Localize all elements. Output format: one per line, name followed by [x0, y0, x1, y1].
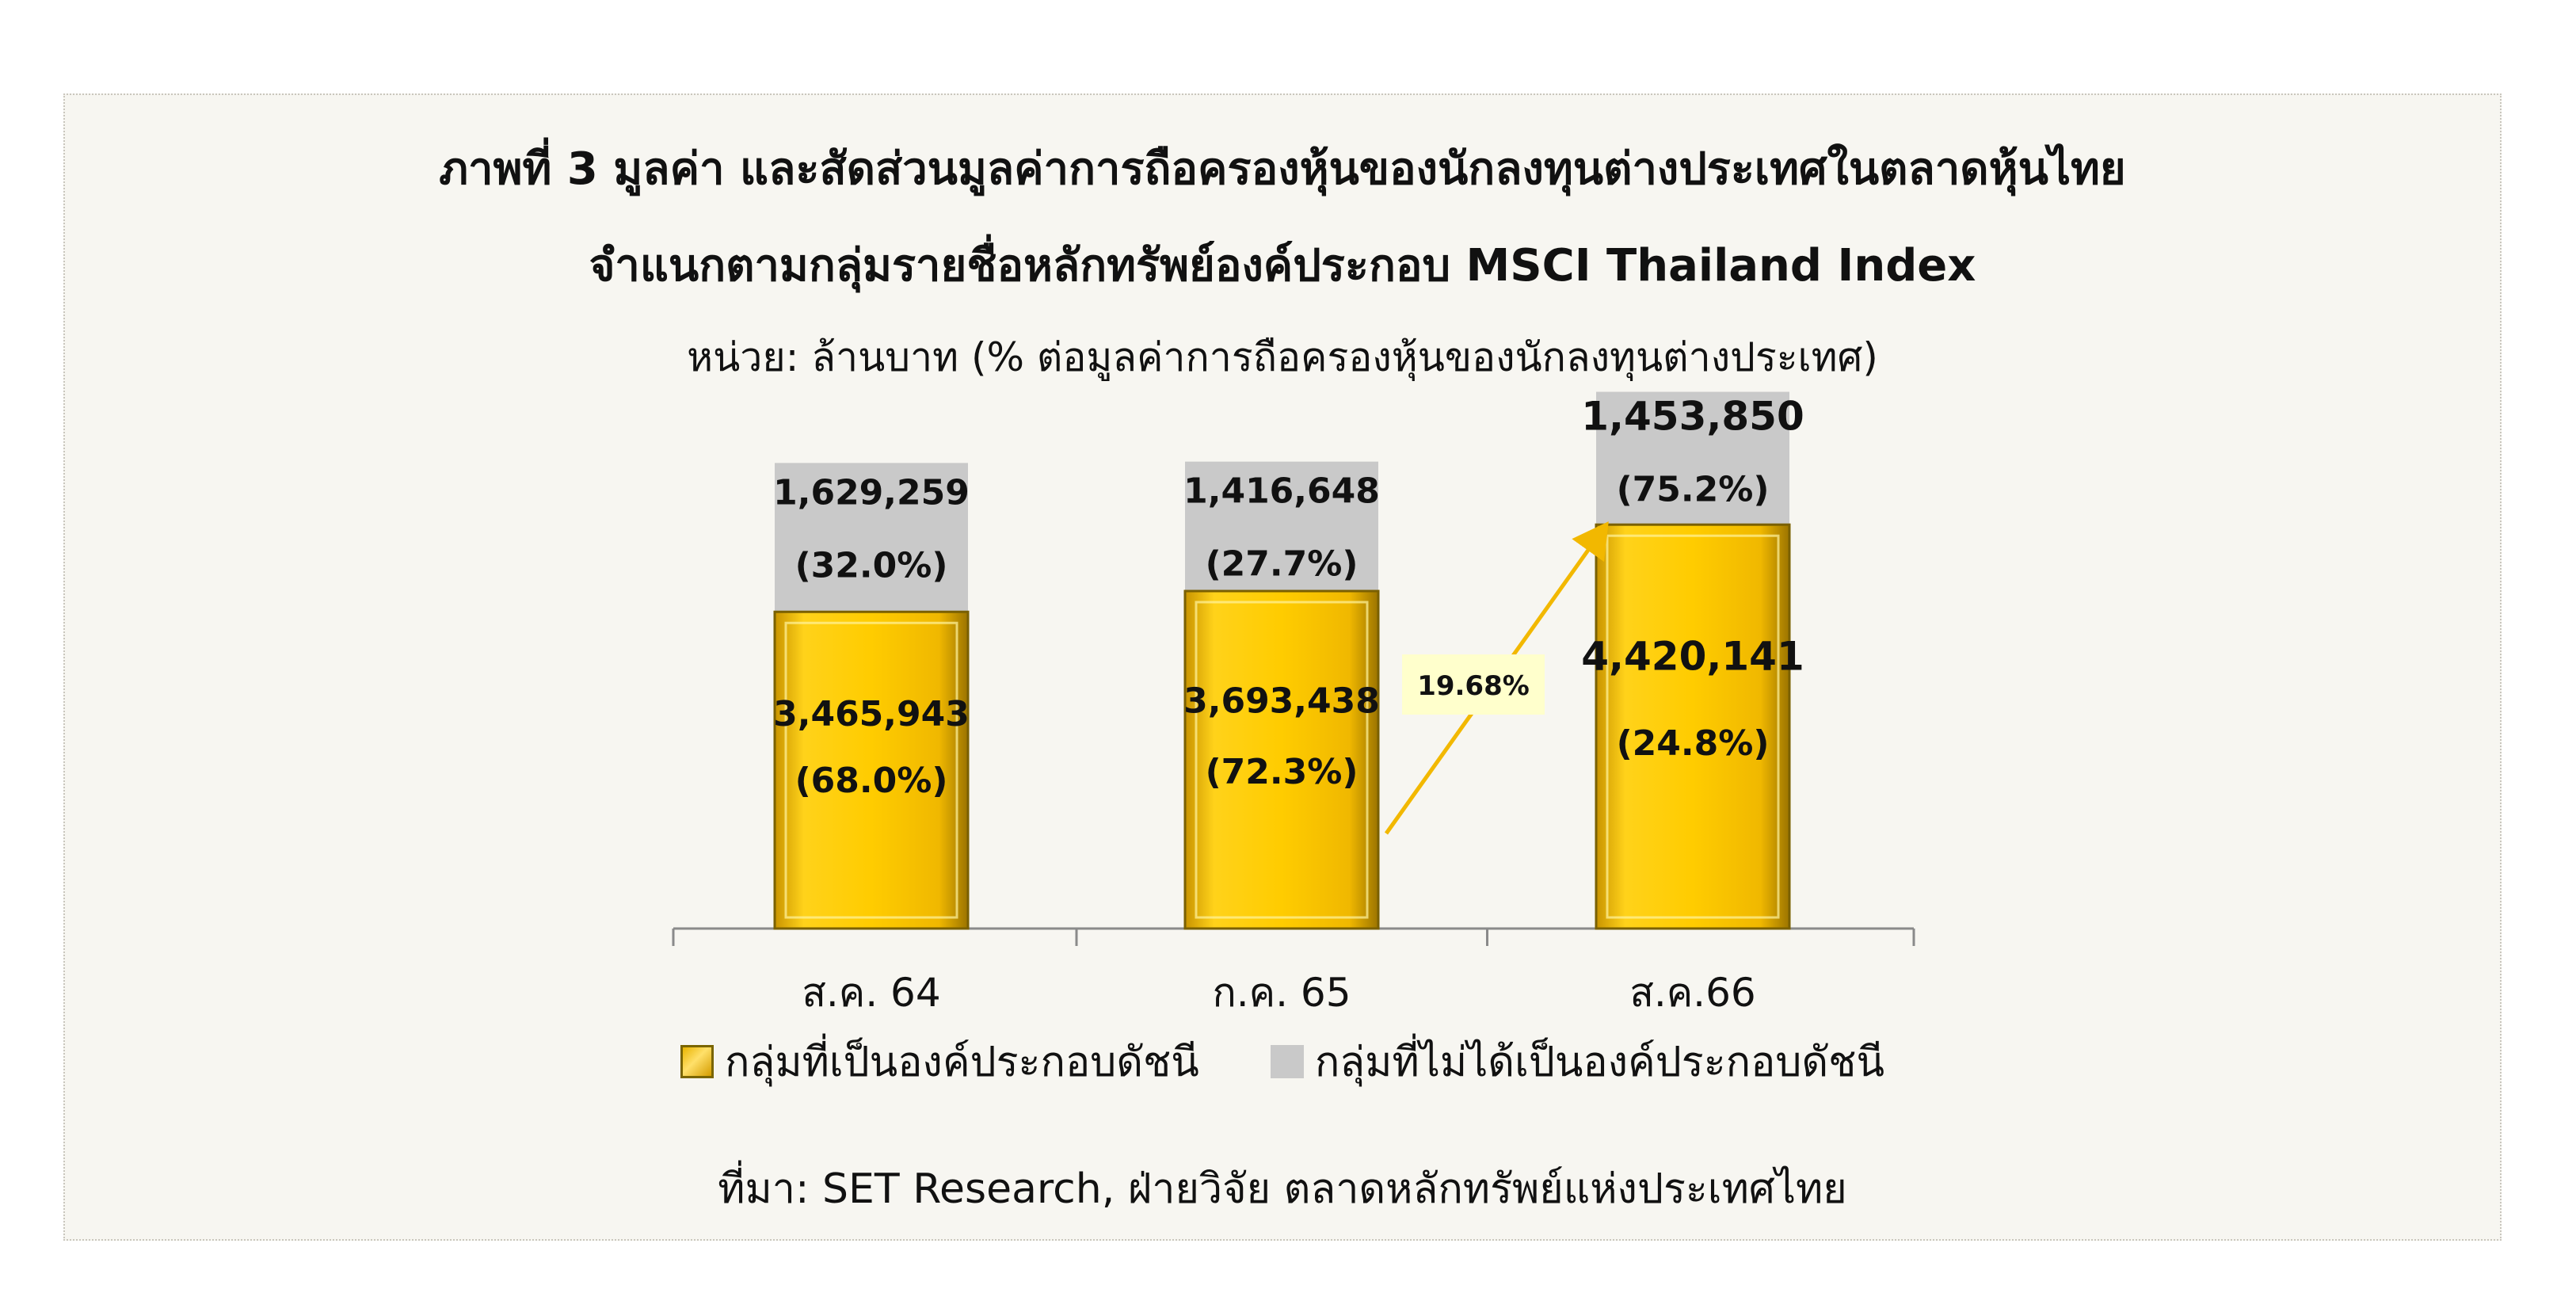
legend-label-non-index: กลุ่มที่ไม่ได้เป็นองค์ประกอบดัชนี	[1314, 1039, 1885, 1086]
chart-title-line1: ภาพที่ 3 มูลค่า และสัดส่วนมูลค่าการถือคร…	[439, 143, 2126, 195]
stacked-bar-chart: 3,465,943 (68.0%) 1,629,259 (32.0%) ส.ค. 64 3…	[672, 391, 1915, 1016]
legend-swatch-index	[680, 1044, 714, 1078]
label-index-value-2: 4,420,141	[1581, 634, 1804, 680]
label-non-index-value-0: 1,629,259	[773, 472, 970, 513]
x-tick-label-2: ส.ค.66	[1629, 970, 1755, 1016]
legend-swatch-non-index	[1270, 1044, 1304, 1078]
label-non-index-pct-0: (32.0%)	[795, 545, 948, 585]
bar-index-bevel-2	[1606, 534, 1780, 919]
label-non-index-pct-1: (27.7%)	[1206, 544, 1358, 585]
bar-index-1	[1183, 589, 1380, 930]
label-index-value-0: 3,465,943	[773, 694, 970, 734]
label-index-pct-1: (72.3%)	[1206, 752, 1358, 792]
bar-index-bevel-1	[1195, 601, 1369, 919]
x-tick-label-1: ก.ค. 65	[1212, 970, 1351, 1016]
bar-non-index-1	[1185, 461, 1378, 592]
growth-callout-label: 19.68%	[1417, 670, 1530, 702]
bar-non-index-2	[1596, 391, 1789, 525]
label-index-value-1: 3,693,438	[1183, 681, 1380, 721]
legend-label-index: กลุ่มที่เป็นองค์ประกอบดัชนี	[724, 1039, 1199, 1086]
x-tick-label-0: ส.ค. 64	[802, 970, 940, 1016]
bar-non-index-0	[775, 463, 968, 612]
chart-title-line2: จำแนกตามกลุ่มรายชื่อหลักทรัพย์องค์ประกอบ…	[589, 240, 1976, 292]
label-non-index-pct-2: (75.2%)	[1617, 470, 1770, 510]
bar-index-0	[773, 610, 970, 930]
source-note: ที่มา: SET Research, ฝ่ายวิจัย ตลาดหลักท…	[718, 1165, 1847, 1213]
label-index-pct-2: (24.8%)	[1617, 723, 1770, 764]
label-non-index-value-1: 1,416,648	[1183, 471, 1380, 512]
legend: กลุ่มที่เป็นองค์ประกอบดัชนี กลุ่มที่ไม่ไ…	[65, 1028, 2500, 1094]
legend-item-index: กลุ่มที่เป็นองค์ประกอบดัชนี	[680, 1028, 1199, 1094]
label-non-index-value-2: 1,453,850	[1581, 394, 1804, 440]
legend-item-non-index: กลุ่มที่ไม่ได้เป็นองค์ประกอบดัชนี	[1270, 1028, 1885, 1094]
label-index-pct-0: (68.0%)	[795, 761, 948, 801]
growth-callout-box	[1402, 654, 1545, 715]
unit-label: หน่วย: ล้านบาท (% ต่อมูลค่าการถือครองหุ้…	[687, 334, 1878, 380]
bar-index-2	[1595, 523, 1791, 930]
bar-index-bevel-0	[784, 621, 958, 919]
chart-panel: ภาพที่ 3 มูลค่า และสัดส่วนมูลค่าการถือคร…	[63, 93, 2502, 1241]
